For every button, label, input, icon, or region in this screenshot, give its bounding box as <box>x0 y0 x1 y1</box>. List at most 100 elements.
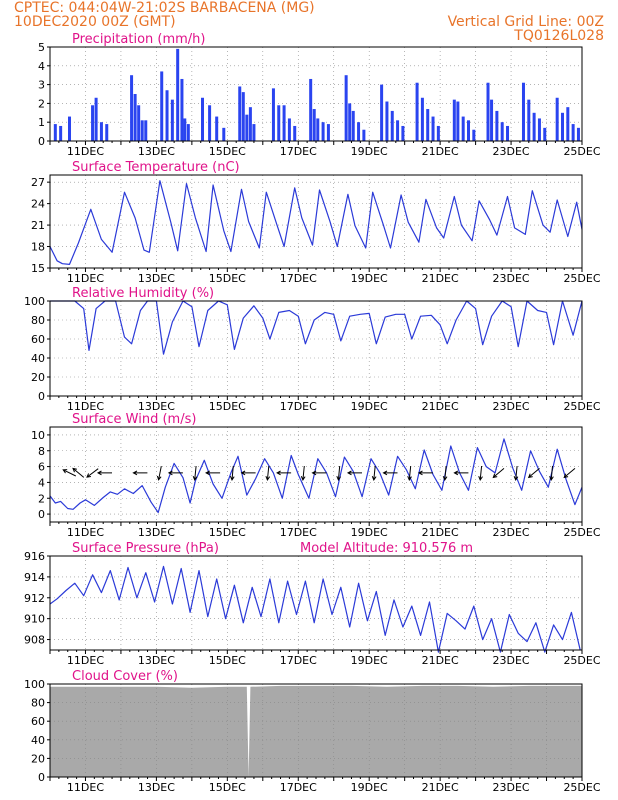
x-tick-label: 11DEC <box>67 781 104 794</box>
x-tick-label: 19DEC <box>351 526 388 539</box>
precip-bar <box>282 105 286 141</box>
y-tick-label: 21 <box>31 219 45 232</box>
precip-bar <box>176 48 180 141</box>
y-tick-label: 916 <box>24 550 45 563</box>
precip-bar <box>165 90 169 141</box>
x-tick-label: 13DEC <box>138 781 175 794</box>
panel-title: Surface Wind (m/s) <box>72 412 196 427</box>
precip-bar <box>415 82 419 141</box>
precip-bar <box>140 120 144 141</box>
precip-bar <box>91 105 95 141</box>
precip-bar <box>426 109 430 141</box>
x-tick-label: 13DEC <box>138 526 175 539</box>
precip-bar <box>390 110 394 141</box>
precip-bar <box>183 118 187 141</box>
y-tick-label: 8 <box>38 445 45 458</box>
x-tick-label: 13DEC <box>138 400 175 413</box>
x-tick-label: 17DEC <box>280 145 317 158</box>
x-tick-label: 21DEC <box>422 272 459 285</box>
x-tick-label: 11DEC <box>67 526 104 539</box>
y-tick-label: 3 <box>38 79 45 92</box>
wind-arrow <box>72 467 85 478</box>
precip-bar <box>287 118 291 141</box>
precip-bar <box>201 97 205 141</box>
x-tick-label: 17DEC <box>280 526 317 539</box>
precip-bar <box>532 112 536 141</box>
precip-bar <box>431 116 435 141</box>
precip-bar <box>238 86 242 141</box>
x-tick-label: 25DEC <box>563 400 600 413</box>
y-tick-label: 10 <box>31 429 45 442</box>
wind-arrow <box>513 465 519 481</box>
wind-arrow <box>167 470 183 476</box>
panel-annotation: Model Altitude: 910.576 m <box>300 541 473 556</box>
precip-bar <box>490 99 494 141</box>
panel-title: Surface Temperature (nC) <box>72 160 240 175</box>
x-tick-label: 11DEC <box>67 400 104 413</box>
y-tick-label: 2 <box>38 97 45 110</box>
precip-bar <box>401 125 405 141</box>
precip-bar <box>420 97 424 141</box>
wind-arrow <box>382 470 398 476</box>
precip-bar <box>99 122 103 141</box>
wind-arrow <box>442 465 448 481</box>
precip-bar <box>486 82 490 141</box>
wind-arrow <box>265 465 271 481</box>
x-tick-label: 23DEC <box>493 272 530 285</box>
precip-bar <box>380 84 384 141</box>
x-tick-label: 23DEC <box>493 526 530 539</box>
series-line <box>49 180 583 265</box>
y-tick-label: 40 <box>31 734 45 747</box>
x-tick-label: 13DEC <box>138 145 175 158</box>
series-line <box>49 565 581 653</box>
x-tick-label: 19DEC <box>351 781 388 794</box>
wind-arrow <box>62 469 77 477</box>
x-tick-label: 19DEC <box>351 145 388 158</box>
y-tick-label: 20 <box>31 752 45 765</box>
precip-bar <box>396 120 400 141</box>
wind-arrow <box>156 466 162 481</box>
wind-arrow <box>229 465 235 481</box>
panel-title: Relative Humidity (%) <box>72 286 214 301</box>
x-tick-label: 11DEC <box>67 654 104 667</box>
x-tick-label: 19DEC <box>351 400 388 413</box>
x-tick-label: 19DEC <box>351 272 388 285</box>
wind-arrow <box>407 465 412 481</box>
y-tick-label: 0 <box>38 508 45 521</box>
precip-bar <box>506 125 510 141</box>
x-tick-label: 25DEC <box>563 272 600 285</box>
y-tick-label: 908 <box>24 634 45 647</box>
precip-bar <box>252 124 256 141</box>
x-tick-label: 15DEC <box>209 400 246 413</box>
panel-title: Surface Pressure (hPa) <box>72 541 219 556</box>
panel-frame <box>49 555 583 651</box>
wind-arrow <box>132 470 148 476</box>
x-tick-label: 23DEC <box>493 145 530 158</box>
series-line <box>49 438 583 514</box>
x-tick-label: 21DEC <box>422 526 459 539</box>
y-tick-label: 18 <box>31 241 45 254</box>
precip-bar <box>500 122 504 141</box>
x-tick-label: 21DEC <box>422 654 459 667</box>
wind-arrow <box>192 465 198 481</box>
precip-bar <box>68 116 72 141</box>
precip-bar <box>241 92 245 141</box>
precip-bar <box>248 107 252 141</box>
x-tick-label: 21DEC <box>422 145 459 158</box>
x-tick-label: 13DEC <box>138 272 175 285</box>
x-tick-label: 17DEC <box>280 781 317 794</box>
precip-bar <box>59 125 63 141</box>
precip-bar <box>555 97 559 141</box>
y-tick-label: 5 <box>38 41 45 54</box>
wind-arrow <box>371 465 377 481</box>
precip-bar <box>495 110 499 141</box>
x-tick-label: 15DEC <box>209 654 246 667</box>
precip-bar <box>133 94 137 141</box>
y-tick-label: 6 <box>38 461 45 474</box>
header-grid-note: Vertical Grid Line: 00Z <box>447 14 604 30</box>
wind-arrow <box>478 465 483 481</box>
y-tick-label: 20 <box>31 371 45 384</box>
y-tick-label: 100 <box>24 678 45 691</box>
wind-arrow <box>86 468 99 478</box>
